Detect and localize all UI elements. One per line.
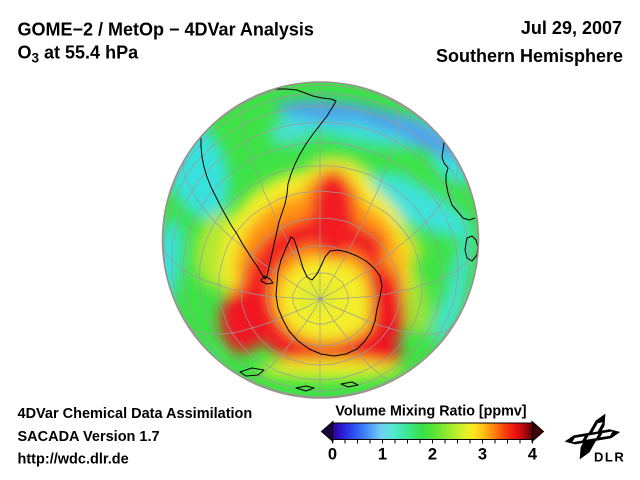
svg-text:4: 4 <box>528 446 538 464</box>
svg-text:Jul 29, 2007: Jul 29, 2007 <box>521 18 622 38</box>
svg-text:4DVar Chemical Data Assimilati: 4DVar Chemical Data Assimilation <box>18 406 253 422</box>
svg-text:Southern Hemisphere: Southern Hemisphere <box>436 46 623 66</box>
svg-text:O3 at 55.4 hPa: O3 at 55.4 hPa <box>18 43 140 66</box>
svg-text:SACADA Version 1.7: SACADA Version 1.7 <box>18 429 160 445</box>
svg-text:2: 2 <box>428 446 437 464</box>
svg-text:Volume Mixing Ratio [ppmv]: Volume Mixing Ratio [ppmv] <box>335 404 526 420</box>
svg-text:DLR: DLR <box>594 450 625 465</box>
svg-text:1: 1 <box>378 446 387 464</box>
svg-text:GOME−2 / MetOp − 4DVar Analysi: GOME−2 / MetOp − 4DVar Analysis <box>18 20 314 40</box>
svg-text:3: 3 <box>478 446 487 464</box>
svg-text:0: 0 <box>328 446 337 464</box>
svg-text:http://wdc.dlr.de: http://wdc.dlr.de <box>18 452 129 468</box>
